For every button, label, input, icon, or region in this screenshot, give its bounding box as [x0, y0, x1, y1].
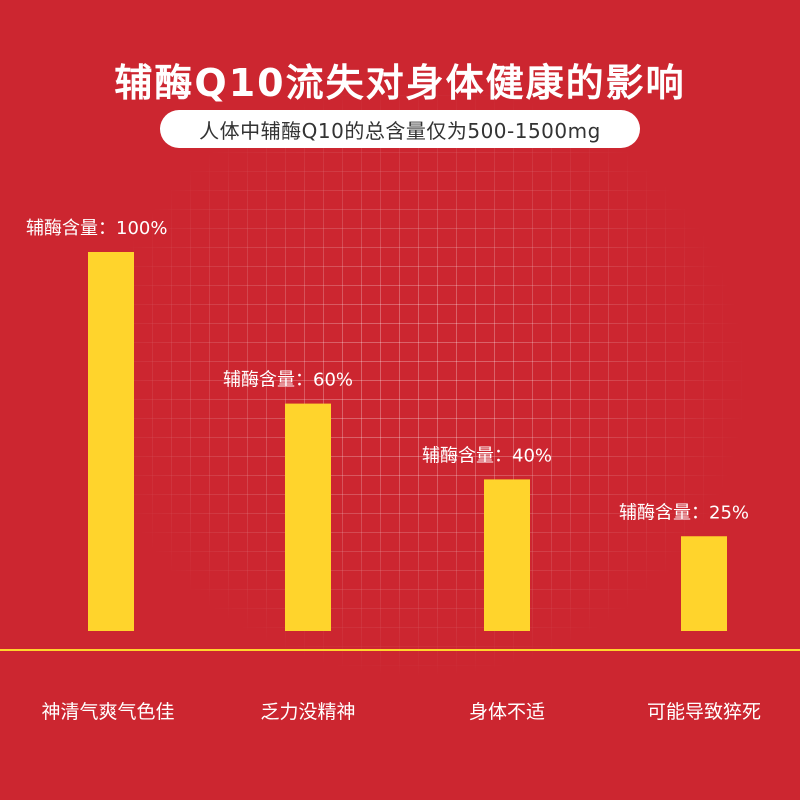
bar: [484, 479, 530, 631]
data-label: 辅酶含量：100%: [26, 218, 167, 239]
category-label: 乏力没精神: [260, 701, 355, 723]
bar: [88, 252, 134, 631]
page-title: 辅酶Q10流失对身体健康的影响: [114, 61, 686, 105]
bar: [285, 403, 331, 631]
category-label: 身体不适: [469, 701, 545, 723]
data-label: 辅酶含量：60%: [223, 370, 353, 391]
subtitle-pill: 人体中辅酶Q10的总含量仅为500-1500mg: [160, 110, 640, 148]
bar: [681, 536, 727, 631]
category-label: 可能导致猝死: [647, 701, 761, 723]
subtitle: 人体中辅酶Q10的总含量仅为500-1500mg: [199, 118, 601, 143]
data-label: 辅酶含量：40%: [422, 445, 552, 466]
category-label: 神清气爽气色佳: [41, 701, 174, 723]
data-label: 辅酶含量：25%: [619, 502, 749, 523]
